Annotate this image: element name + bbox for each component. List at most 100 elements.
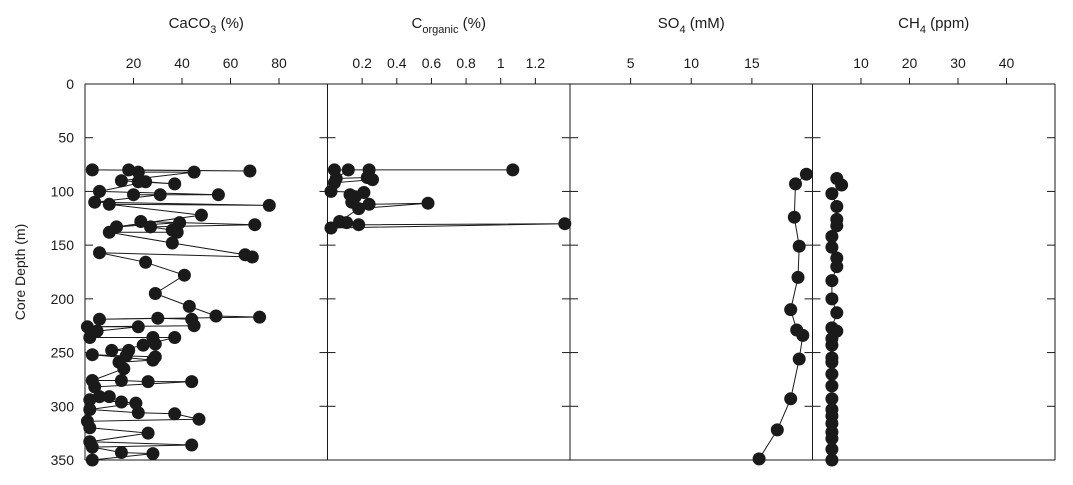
data-point-caco3 bbox=[211, 188, 225, 202]
y-tick-label: 300 bbox=[51, 398, 75, 414]
data-point-ch4 bbox=[825, 453, 839, 467]
panel-ch4: CH4 (ppm) 10 20 30 40 bbox=[825, 15, 1014, 467]
data-point-caco3 bbox=[153, 188, 167, 202]
panel-corganic: Corganic (%) 0.2 0.4 0.6 0.8 1 1.2 bbox=[324, 15, 572, 235]
x-tick-label: 0.8 bbox=[456, 55, 476, 71]
data-point-corganic bbox=[421, 196, 435, 210]
data-point-caco3 bbox=[114, 374, 128, 387]
data-point-caco3 bbox=[83, 331, 97, 344]
data-point-caco3 bbox=[85, 163, 99, 177]
data-point-ch4 bbox=[825, 442, 839, 456]
panels: CaCO3 (%) 20 40 60 80 Corganic (%) 0.2 0.4 0.6 0.… bbox=[80, 15, 1014, 467]
x-tick-label: 0.2 bbox=[352, 55, 372, 71]
data-point-ch4 bbox=[825, 355, 839, 369]
data-point-caco3 bbox=[88, 195, 102, 209]
data-point-caco3 bbox=[127, 188, 140, 202]
data-point-ch4 bbox=[830, 219, 844, 233]
data-point-ch4 bbox=[830, 260, 844, 274]
data-point-ch4 bbox=[825, 187, 839, 201]
data-point-ch4 bbox=[835, 178, 849, 192]
data-point-corganic bbox=[324, 221, 338, 235]
data-point-so4 bbox=[787, 210, 801, 224]
x-tick-label: 20 bbox=[126, 55, 142, 71]
data-point-caco3 bbox=[168, 331, 182, 344]
data-point-caco3 bbox=[146, 447, 160, 461]
data-point-so4 bbox=[799, 167, 813, 181]
data-point-caco3 bbox=[253, 310, 267, 324]
data-point-corganic bbox=[341, 163, 355, 177]
y-tick-label: 50 bbox=[58, 130, 74, 146]
data-point-corganic bbox=[340, 216, 354, 230]
data-point-corganic bbox=[506, 163, 520, 177]
data-point-caco3 bbox=[185, 438, 199, 452]
data-point-caco3 bbox=[194, 208, 208, 222]
data-point-corganic bbox=[362, 197, 376, 211]
data-point-caco3 bbox=[88, 380, 102, 394]
data-point-caco3 bbox=[102, 197, 116, 211]
y-tick-label: 250 bbox=[51, 345, 75, 361]
y-tick-label: 0 bbox=[66, 76, 74, 92]
data-point-caco3 bbox=[146, 353, 160, 367]
data-point-caco3 bbox=[243, 164, 257, 178]
data-point-caco3 bbox=[148, 287, 162, 300]
x-tick-label: 0.4 bbox=[387, 55, 407, 71]
data-point-ch4 bbox=[825, 367, 839, 381]
data-point-caco3 bbox=[248, 218, 262, 232]
data-point-caco3 bbox=[102, 225, 116, 239]
data-point-ch4 bbox=[825, 240, 839, 254]
x-tick-label: 5 bbox=[627, 55, 635, 71]
x-tick-label: 20 bbox=[902, 55, 918, 71]
data-point-ch4 bbox=[830, 306, 844, 320]
data-point-caco3 bbox=[209, 309, 223, 323]
data-point-caco3 bbox=[141, 375, 155, 389]
data-point-ch4 bbox=[825, 392, 839, 406]
data-point-so4 bbox=[770, 423, 784, 437]
y-axis-label: Core Depth (m) bbox=[12, 224, 28, 320]
y-tick-label: 100 bbox=[51, 183, 75, 199]
panel-caco3: CaCO3 (%) 20 40 60 80 bbox=[80, 15, 287, 467]
data-point-caco3 bbox=[148, 337, 162, 351]
data-point-caco3 bbox=[187, 319, 201, 333]
data-point-caco3 bbox=[136, 338, 150, 352]
data-point-caco3 bbox=[131, 165, 145, 179]
data-point-caco3 bbox=[85, 348, 99, 362]
y-tick-label: 350 bbox=[51, 452, 75, 468]
panel-title-so4: SO4 (mM) bbox=[658, 15, 725, 36]
data-point-caco3 bbox=[151, 311, 165, 325]
data-point-caco3 bbox=[114, 446, 128, 459]
data-point-caco3 bbox=[83, 403, 97, 416]
plot-frame bbox=[84, 83, 1056, 461]
data-point-corganic bbox=[558, 217, 572, 231]
data-point-caco3 bbox=[134, 215, 148, 228]
data-point-caco3 bbox=[105, 343, 119, 357]
data-point-caco3 bbox=[168, 177, 182, 191]
data-point-corganic bbox=[324, 184, 338, 198]
y-axis: 0 50 100 150 200 250 300 350 Core Depth (m) bbox=[12, 76, 74, 468]
data-point-ch4 bbox=[830, 200, 844, 213]
panel-title-ch4: CH4 (ppm) bbox=[898, 15, 969, 36]
data-point-caco3 bbox=[93, 184, 106, 198]
x-tick-label: 0.6 bbox=[422, 55, 442, 71]
data-point-caco3 bbox=[185, 375, 199, 389]
data-point-caco3 bbox=[102, 390, 116, 404]
panel-title-caco3: CaCO3 (%) bbox=[169, 15, 244, 36]
data-point-caco3 bbox=[182, 299, 196, 313]
data-point-so4 bbox=[792, 239, 806, 253]
panel-title-corganic: Corganic (%) bbox=[412, 15, 486, 36]
data-point-ch4 bbox=[825, 274, 839, 288]
data-point-caco3 bbox=[114, 395, 128, 409]
data-point-caco3 bbox=[117, 362, 131, 376]
data-point-corganic bbox=[352, 202, 366, 216]
data-point-caco3 bbox=[177, 268, 191, 282]
data-point-so4 bbox=[791, 270, 805, 284]
data-point-ch4 bbox=[825, 292, 839, 306]
data-point-so4 bbox=[784, 303, 798, 317]
data-point-so4 bbox=[796, 328, 810, 342]
x-tick-label: 40 bbox=[174, 55, 190, 71]
data-point-caco3 bbox=[165, 236, 179, 250]
x-tick-label: 10 bbox=[683, 55, 699, 71]
data-point-ch4 bbox=[825, 230, 839, 243]
data-point-caco3 bbox=[187, 165, 201, 179]
data-point-caco3 bbox=[85, 453, 99, 467]
